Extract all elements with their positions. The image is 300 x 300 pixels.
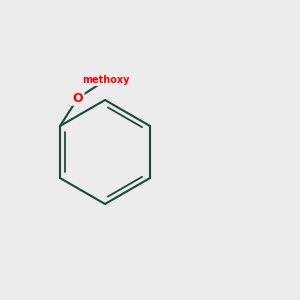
Text: O: O (73, 92, 83, 104)
Text: methoxy: methoxy (82, 75, 130, 85)
